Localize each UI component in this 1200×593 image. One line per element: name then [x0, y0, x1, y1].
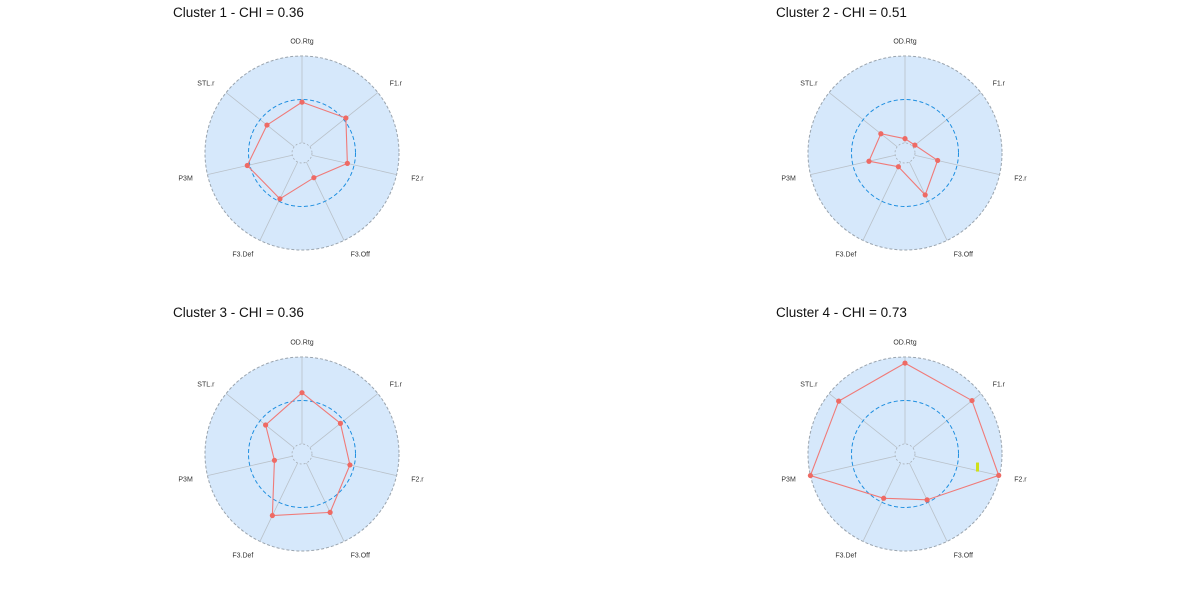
axis-label-f3-def: F3.Def	[835, 251, 856, 258]
data-point-p3m	[866, 158, 872, 164]
data-point-od-rtg	[902, 136, 908, 142]
axis-label-f3-off: F3.Off	[954, 251, 973, 258]
cluster-3-title: Cluster 3 - CHI = 0.36	[173, 305, 304, 320]
axis-label-f3-off: F3.Off	[954, 552, 973, 559]
highlight-marker	[976, 462, 980, 472]
data-point-f3-off	[327, 509, 333, 515]
cluster-3-radar-chart: OD.Rtg F1.r F2.r F3.Off F3.Def P3M STL.r	[178, 340, 424, 560]
data-point-f3-off	[922, 192, 928, 198]
axis-label-od-rtg: OD.Rtg	[290, 340, 313, 347]
axis-label-od-rtg: OD.Rtg	[893, 340, 916, 347]
spoke-f2-r	[311, 154, 397, 175]
axis-label-p3m: P3M	[178, 175, 193, 182]
inner-ring	[894, 142, 916, 164]
data-point-f2-r	[344, 160, 350, 166]
spoke-p3m	[810, 154, 896, 175]
data-point-f3-off	[924, 497, 930, 503]
axis-label-f1-r: F1.r	[390, 382, 403, 389]
cluster-4-radar-chart: OD.Rtg F1.r F2.r F3.Off F3.Def P3M STL.r	[781, 340, 1027, 560]
axis-label-f1-r: F1.r	[993, 81, 1006, 88]
data-point-stl-r	[878, 131, 884, 137]
data-point-f3-def	[269, 512, 275, 519]
series-line	[246, 101, 348, 200]
axis-label-f3-off: F3.Off	[351, 251, 370, 258]
cluster-1-radar-chart: OD.Rtg F1.r F2.r F3.Off F3.Def P3M STL.r	[178, 39, 424, 259]
axis-label-f3-def: F3.Def	[232, 251, 253, 258]
series-line	[868, 133, 939, 196]
inner-ring	[291, 142, 313, 164]
data-point-stl-r	[264, 122, 270, 128]
axis-label-f3-def: F3.Def	[835, 552, 856, 559]
data-point-f1-r	[969, 397, 975, 404]
axis-label-stl-r: STL.r	[197, 81, 215, 88]
cluster-1-title: Cluster 1 - CHI = 0.36	[173, 5, 304, 20]
data-point-od-rtg	[902, 360, 908, 366]
data-point-f1-r	[337, 420, 344, 426]
axis-label-stl-r: STL.r	[197, 382, 215, 389]
axis-label-p3m: P3M	[781, 175, 796, 182]
data-point-stl-r	[263, 422, 269, 428]
spoke-f2-r	[311, 455, 397, 476]
spoke-f2-r	[914, 455, 1000, 476]
axis-label-f2-r: F2.r	[411, 175, 424, 182]
data-point-p3m	[271, 457, 278, 463]
reference-ring	[248, 99, 356, 207]
data-point-p3m	[807, 472, 814, 479]
inner-ring	[894, 443, 916, 465]
axis-label-od-rtg: OD.Rtg	[290, 39, 313, 46]
axis-label-f2-r: F2.r	[411, 476, 424, 483]
axis-label-p3m: P3M	[178, 476, 193, 483]
data-point-f3-off	[311, 175, 317, 181]
data-point-f3-def	[895, 164, 901, 170]
data-point-f2-r	[935, 157, 941, 164]
reference-ring	[248, 400, 356, 508]
data-point-od-rtg	[299, 99, 305, 105]
axis-label-f3-off: F3.Off	[351, 552, 370, 559]
cluster-4-title: Cluster 4 - CHI = 0.73	[776, 305, 907, 320]
data-point-p3m	[244, 162, 250, 169]
data-point-f1-r	[343, 115, 349, 121]
cluster-2-title: Cluster 2 - CHI = 0.51	[776, 5, 907, 20]
data-point-f2-r	[996, 472, 1002, 478]
data-point-f2-r	[347, 462, 353, 468]
axis-label-f1-r: F1.r	[390, 81, 403, 88]
spoke-p3m	[810, 455, 896, 476]
spoke-p3m	[207, 455, 293, 476]
axis-label-stl-r: STL.r	[800, 382, 818, 389]
inner-ring	[291, 443, 313, 465]
data-point-stl-r	[836, 398, 842, 404]
axis-label-od-rtg: OD.Rtg	[893, 39, 916, 46]
axis-label-stl-r: STL.r	[800, 81, 818, 88]
data-point-od-rtg	[299, 390, 305, 396]
axis-label-p3m: P3M	[781, 476, 796, 483]
series-line	[264, 391, 351, 517]
axis-label-f1-r: F1.r	[993, 382, 1006, 389]
axis-label-f2-r: F2.r	[1014, 476, 1027, 483]
data-point-f3-def	[881, 495, 887, 501]
reference-ring	[851, 99, 959, 207]
series-line	[809, 362, 1000, 501]
spoke-p3m	[207, 154, 293, 175]
axis-label-f2-r: F2.r	[1014, 175, 1027, 182]
axis-label-f3-def: F3.Def	[232, 552, 253, 559]
cluster-2-radar-chart: OD.Rtg F1.r F2.r F3.Off F3.Def P3M STL.r	[781, 39, 1027, 259]
reference-ring	[851, 400, 959, 508]
data-point-f3-def	[277, 196, 283, 202]
spoke-f2-r	[914, 154, 1000, 175]
data-point-f1-r	[912, 142, 918, 148]
